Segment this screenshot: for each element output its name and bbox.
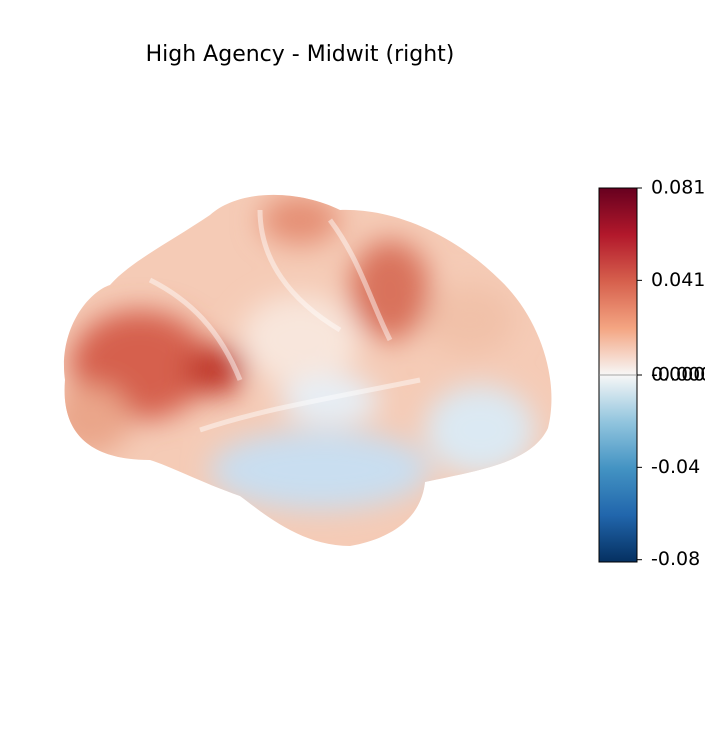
colorbar-tick-label: 0.000 <box>651 364 705 386</box>
colorbar-tick-label: -0.04 <box>651 456 700 478</box>
colorbar-tick-label: 0.041 <box>651 269 705 291</box>
colorbar-tick-label: -0.000 <box>651 364 705 386</box>
colorbar-ticks: 0.081 0.041 0.000-0.000 -0.04 -0.08 <box>599 177 705 570</box>
colorbar-tick-label: -0.08 <box>651 548 700 570</box>
colorbar-tick-label: 0.081 <box>651 177 705 199</box>
chart-title: High Agency - Midwit (right) <box>146 42 455 67</box>
brain-surface <box>63 194 552 546</box>
